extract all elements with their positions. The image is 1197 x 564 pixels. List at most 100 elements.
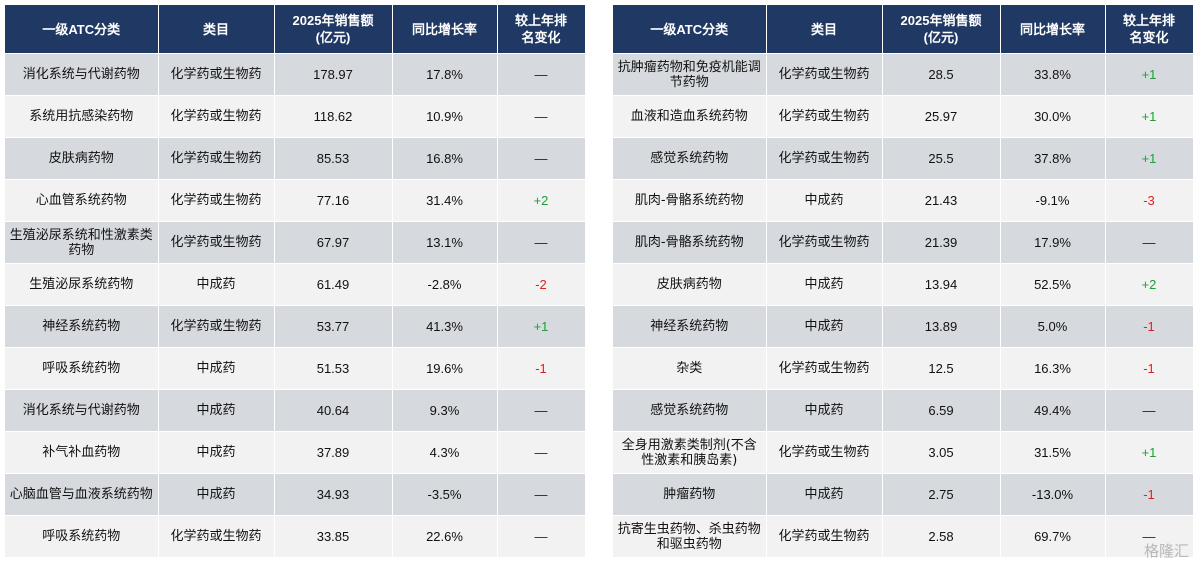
growth-cell: -2.8% (392, 263, 498, 306)
atc-cell: 补气补血药物 (5, 431, 159, 474)
sales-cell: 178.97 (274, 53, 393, 96)
rank-change-cell: +1 (497, 305, 586, 348)
category-cell: 中成药 (766, 305, 883, 348)
growth-cell: 17.9% (1000, 221, 1106, 264)
sales-cell: 61.49 (274, 263, 393, 306)
growth-cell: 10.9% (392, 95, 498, 138)
sales-cell: 25.97 (882, 95, 1001, 138)
growth-cell: 49.4% (1000, 389, 1106, 432)
table-row: 感觉系统药物 化学药或生物药 25.5 37.8% +1 (613, 137, 1194, 180)
atc-cell: 皮肤病药物 (613, 263, 767, 306)
table-row: 全身用激素类制剂(不含性激素和胰岛素) 化学药或生物药 3.05 31.5% +1 (613, 431, 1194, 474)
table-row: 呼吸系统药物 化学药或生物药 33.85 22.6% — (5, 515, 586, 558)
growth-cell: 5.0% (1000, 305, 1106, 348)
header-sales: 2025年销售额 (亿元) (274, 5, 393, 54)
sales-cell: 21.43 (882, 179, 1001, 222)
rank-change-cell: — (497, 389, 586, 432)
category-cell: 中成药 (766, 473, 883, 516)
growth-cell: -13.0% (1000, 473, 1106, 516)
header-category: 类目 (158, 5, 275, 54)
header-growth: 同比增长率 (392, 5, 498, 54)
category-cell: 化学药或生物药 (158, 221, 275, 264)
rank-change-cell: -1 (1105, 473, 1194, 516)
rank-change-cell: — (497, 137, 586, 180)
sales-table-right: 一级ATC分类 类目 2025年销售额 (亿元) 同比增长率 较上年排 名变化 抗肿… (613, 5, 1194, 558)
sales-cell: 77.16 (274, 179, 393, 222)
growth-cell: 31.4% (392, 179, 498, 222)
growth-cell: 19.6% (392, 347, 498, 390)
growth-cell: 52.5% (1000, 263, 1106, 306)
table-row: 心脑血管与血液系统药物 中成药 34.93 -3.5% — (5, 473, 586, 516)
sales-table-left: 一级ATC分类 类目 2025年销售额 (亿元) 同比增长率 较上年排 名变化 消化… (5, 5, 586, 558)
table-row: 补气补血药物 中成药 37.89 4.3% — (5, 431, 586, 474)
sales-cell: 40.64 (274, 389, 393, 432)
atc-cell: 生殖泌尿系统和性激素类药物 (5, 221, 159, 264)
atc-cell: 抗肿瘤药物和免疫机能调节药物 (613, 53, 767, 96)
atc-cell: 肌肉-骨骼系统药物 (613, 221, 767, 264)
table-row: 心血管系统药物 化学药或生物药 77.16 31.4% +2 (5, 179, 586, 222)
table-row: 皮肤病药物 中成药 13.94 52.5% +2 (613, 263, 1194, 306)
atc-cell: 系统用抗感染药物 (5, 95, 159, 138)
atc-cell: 皮肤病药物 (5, 137, 159, 180)
growth-cell: 13.1% (392, 221, 498, 264)
header-atc: 一级ATC分类 (613, 5, 767, 54)
growth-cell: 30.0% (1000, 95, 1106, 138)
sales-cell: 2.75 (882, 473, 1001, 516)
atc-cell: 感觉系统药物 (613, 389, 767, 432)
sales-cell: 28.5 (882, 53, 1001, 96)
atc-cell: 杂类 (613, 347, 767, 390)
table-row: 消化系统与代谢药物 中成药 40.64 9.3% — (5, 389, 586, 432)
growth-cell: 16.8% (392, 137, 498, 180)
sales-cell: 3.05 (882, 431, 1001, 474)
sales-cell: 67.97 (274, 221, 393, 264)
category-cell: 中成药 (158, 389, 275, 432)
growth-cell: 41.3% (392, 305, 498, 348)
atc-cell: 全身用激素类制剂(不含性激素和胰岛素) (613, 431, 767, 474)
header-row: 一级ATC分类 类目 2025年销售额 (亿元) 同比增长率 较上年排 名变化 (613, 5, 1194, 54)
rank-change-cell: — (1105, 221, 1194, 264)
watermark-logo: 格隆汇 (1143, 542, 1189, 560)
category-cell: 化学药或生物药 (158, 53, 275, 96)
category-cell: 化学药或生物药 (766, 137, 883, 180)
rank-change-cell: — (497, 53, 586, 96)
rank-change-cell: — (497, 473, 586, 516)
atc-cell: 血液和造血系统药物 (613, 95, 767, 138)
atc-cell: 呼吸系统药物 (5, 515, 159, 558)
rank-change-cell: +1 (1105, 53, 1194, 96)
category-cell: 化学药或生物药 (158, 137, 275, 180)
growth-cell: -3.5% (392, 473, 498, 516)
sales-cell: 118.62 (274, 95, 393, 138)
rank-change-cell: — (1105, 515, 1194, 558)
growth-cell: 31.5% (1000, 431, 1106, 474)
table-row: 抗肿瘤药物和免疫机能调节药物 化学药或生物药 28.5 33.8% +1 (613, 53, 1194, 96)
category-cell: 中成药 (158, 263, 275, 306)
category-cell: 中成药 (158, 473, 275, 516)
table-row: 感觉系统药物 中成药 6.59 49.4% — (613, 389, 1194, 432)
table-row: 肌肉-骨骼系统药物 中成药 21.43 -9.1% -3 (613, 179, 1194, 222)
category-cell: 化学药或生物药 (766, 53, 883, 96)
growth-cell: 17.8% (392, 53, 498, 96)
sales-cell: 53.77 (274, 305, 393, 348)
rank-change-cell: -2 (497, 263, 586, 306)
category-cell: 中成药 (766, 389, 883, 432)
table-row: 呼吸系统药物 中成药 51.53 19.6% -1 (5, 347, 586, 390)
growth-cell: 16.3% (1000, 347, 1106, 390)
sales-cell: 51.53 (274, 347, 393, 390)
rank-change-cell: +1 (1105, 431, 1194, 474)
growth-cell: 69.7% (1000, 515, 1106, 558)
header-atc: 一级ATC分类 (5, 5, 159, 54)
table-row: 皮肤病药物 化学药或生物药 85.53 16.8% — (5, 137, 586, 180)
rank-change-cell: +2 (1105, 263, 1194, 306)
atc-cell: 神经系统药物 (613, 305, 767, 348)
rank-change-cell: +1 (1105, 137, 1194, 180)
rank-change-cell: -3 (1105, 179, 1194, 222)
atc-cell: 肌肉-骨骼系统药物 (613, 179, 767, 222)
rank-change-cell: -1 (1105, 305, 1194, 348)
header-rank-change: 较上年排 名变化 (497, 5, 586, 54)
rank-change-cell: — (497, 95, 586, 138)
table-row: 生殖泌尿系统药物 中成药 61.49 -2.8% -2 (5, 263, 586, 306)
atc-cell: 生殖泌尿系统药物 (5, 263, 159, 306)
atc-cell: 呼吸系统药物 (5, 347, 159, 390)
category-cell: 化学药或生物药 (158, 305, 275, 348)
growth-cell: 22.6% (392, 515, 498, 558)
